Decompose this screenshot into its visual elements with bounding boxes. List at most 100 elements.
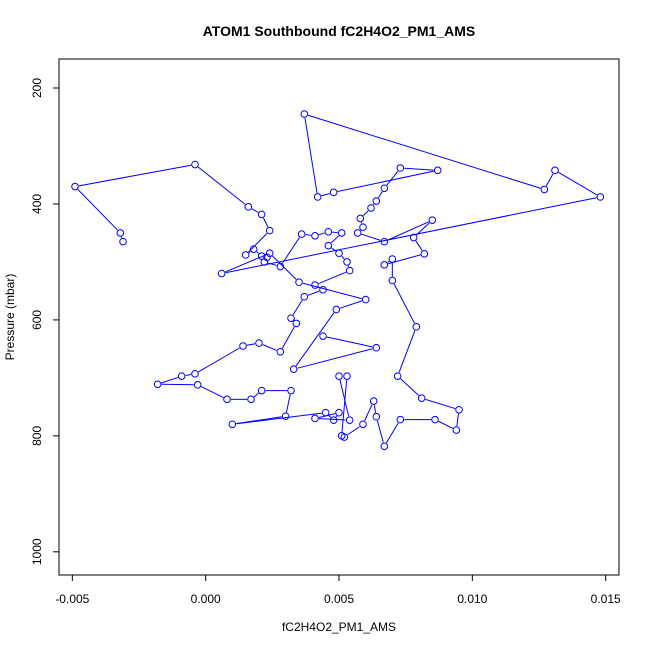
x-tick-label: 0.015 <box>591 592 621 606</box>
data-point <box>433 166 442 175</box>
data-point <box>311 232 319 240</box>
series-line-segment <box>415 240 423 251</box>
data-point <box>409 233 418 242</box>
data-point <box>335 249 343 258</box>
data-point <box>455 405 463 414</box>
series-line-segment <box>376 420 384 443</box>
data-point <box>265 249 274 258</box>
data-point <box>295 278 303 287</box>
data-point <box>193 381 202 389</box>
data-point <box>311 281 319 289</box>
data-point <box>313 193 322 201</box>
series-line-segment <box>393 283 415 324</box>
series-line-segment <box>385 422 399 444</box>
series-line-segment <box>387 221 429 241</box>
data-point <box>353 229 362 237</box>
data-point <box>380 261 389 269</box>
data-point <box>372 197 381 205</box>
data-point <box>191 160 199 169</box>
series-line-segment <box>545 173 554 187</box>
x-tick-label: -0.005 <box>55 592 89 606</box>
data-point <box>223 395 231 404</box>
data-point <box>255 339 263 347</box>
series-line-segment <box>282 237 300 264</box>
data-point <box>596 193 605 201</box>
data-point <box>388 255 397 263</box>
data-point <box>257 386 266 395</box>
data-point <box>361 295 370 304</box>
y-tick-label: 200 <box>30 78 44 98</box>
series-line-segment <box>373 404 377 413</box>
data-point <box>276 262 285 271</box>
data-point <box>119 237 127 246</box>
y-axis-label: Pressure (mbar) <box>3 274 17 361</box>
chart-title: ATOM1 Southbound fC2H4O2_PM1_AMS <box>203 23 476 39</box>
x-axis-label: fC2H4O2_PM1_AMS <box>282 620 396 634</box>
series-line-segment <box>198 347 240 373</box>
data-point <box>372 412 381 421</box>
series-line-segment <box>339 379 350 417</box>
data-point <box>380 184 389 193</box>
series-line-segment <box>248 233 268 253</box>
series-line-segment <box>330 235 340 244</box>
data-point <box>412 323 421 331</box>
x-tick-label: 0.010 <box>457 592 487 606</box>
data-point <box>335 372 343 380</box>
series-line-segment <box>256 251 259 254</box>
series-line-segment <box>262 217 269 228</box>
y-axis: 200 400 600 800 1000 <box>30 78 60 565</box>
data-point <box>71 182 79 191</box>
data-point <box>540 185 549 194</box>
series-line-segment <box>225 254 267 273</box>
series-line-segment <box>251 208 259 213</box>
series-line-segment <box>292 299 303 316</box>
series-line-segment <box>341 380 348 432</box>
series-line-segment <box>318 418 346 421</box>
series-line-segment <box>307 114 541 189</box>
data-point <box>396 164 405 172</box>
series-line-segment <box>285 394 291 413</box>
data-point <box>345 416 354 425</box>
data-point <box>337 229 346 237</box>
data-point <box>452 426 461 434</box>
series-line-segment <box>77 189 118 231</box>
series-line-segment <box>328 415 332 418</box>
y-tick-label: 400 <box>30 194 44 214</box>
series-line-segment <box>262 344 277 351</box>
data-point <box>356 214 365 223</box>
series-line-segment <box>335 415 338 418</box>
series-line-segment <box>236 412 322 425</box>
series-line-segment <box>339 300 363 309</box>
y-tick-label: 800 <box>30 426 44 446</box>
series-line-segment <box>78 164 192 187</box>
data-point <box>420 250 429 258</box>
series-line-segment <box>321 192 330 197</box>
data-point <box>244 203 253 211</box>
series-line-segment <box>425 398 456 410</box>
data-point <box>249 245 258 253</box>
series-line-segment <box>197 166 246 205</box>
data-point <box>300 110 309 118</box>
data-point <box>551 166 559 175</box>
series-line-segment <box>318 232 325 236</box>
series-line-segment <box>297 348 373 369</box>
series-line-segment <box>253 392 259 398</box>
data-point <box>380 237 389 246</box>
data-point <box>329 188 338 197</box>
series-points <box>71 110 605 451</box>
data-point <box>329 416 338 425</box>
data-point <box>324 227 333 236</box>
series-line-segment <box>558 171 598 196</box>
series-line-segment <box>386 170 399 186</box>
x-tick-label: 0.000 <box>191 592 221 606</box>
data-point <box>396 415 405 424</box>
data-point <box>311 414 319 423</box>
series-line-segment <box>246 343 256 346</box>
data-point <box>287 314 295 322</box>
data-point <box>431 415 439 424</box>
series-line-segment <box>404 167 434 171</box>
data-point <box>428 216 437 224</box>
series-line-segment <box>364 404 373 421</box>
series-line-segment <box>326 336 373 348</box>
data-point <box>319 332 327 340</box>
